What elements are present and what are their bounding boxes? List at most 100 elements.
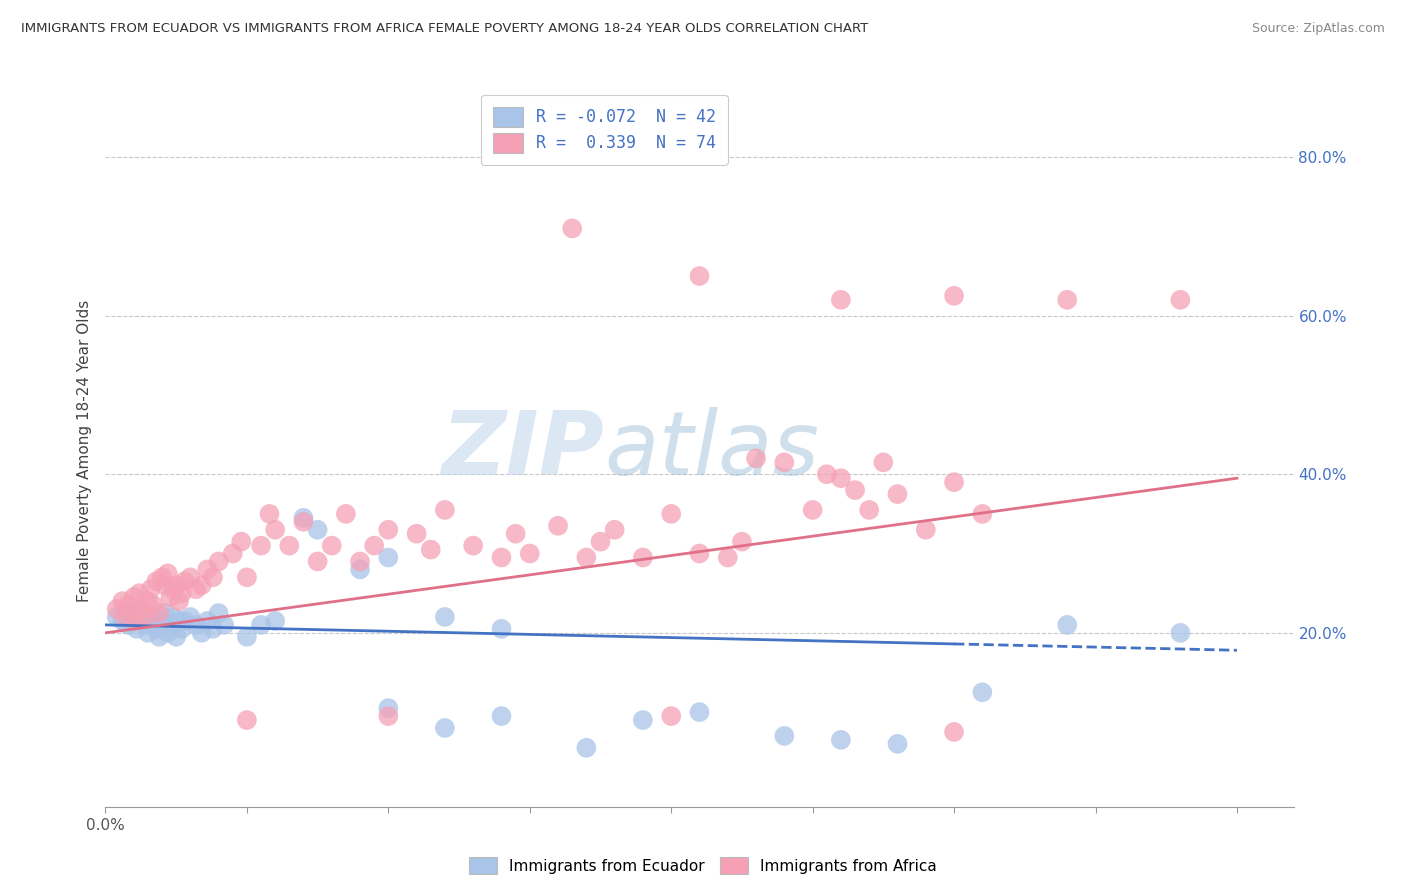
Point (405, 526, 427, 541)
Point (184, 582, 207, 597)
Point (943, 475, 966, 490)
Point (150, 570, 173, 584)
Point (142, 614, 165, 628)
Point (231, 534, 253, 549)
Point (207, 554, 229, 568)
Point (173, 574, 195, 589)
Point (886, 487, 908, 501)
Point (145, 622, 167, 636)
Point (491, 550, 513, 565)
Point (433, 503, 456, 517)
Point (689, 268, 711, 283)
Point (190, 578, 212, 592)
Point (773, 729, 796, 743)
Point (259, 507, 281, 521)
Point (134, 610, 156, 624)
Point (167, 614, 190, 628)
Point (321, 539, 343, 553)
Point (292, 515, 315, 529)
Point (201, 570, 224, 584)
Point (349, 554, 371, 568)
Point (377, 709, 399, 723)
Point (128, 586, 150, 600)
Point (631, 550, 654, 565)
Point (830, 732, 852, 747)
Point (433, 610, 456, 624)
Point (111, 614, 134, 628)
Point (250, 539, 273, 553)
Point (122, 614, 145, 628)
Point (190, 625, 212, 640)
Point (150, 614, 173, 628)
Point (128, 614, 150, 628)
Point (292, 511, 315, 525)
Text: ZIP: ZIP (441, 407, 605, 494)
Point (491, 709, 513, 723)
Point (801, 503, 824, 517)
Y-axis label: Female Poverty Among 18-24 Year Olds: Female Poverty Among 18-24 Year Olds (77, 300, 93, 601)
Point (547, 518, 569, 533)
Point (631, 713, 654, 727)
Point (105, 602, 128, 616)
Point (162, 610, 184, 624)
Point (1056, 293, 1078, 307)
Point (689, 705, 711, 719)
Point (139, 610, 162, 624)
Point (307, 523, 329, 537)
Point (165, 630, 187, 644)
Point (575, 550, 598, 565)
Point (830, 471, 852, 485)
Point (139, 582, 162, 597)
Point (830, 293, 852, 307)
Point (122, 590, 145, 604)
Point (114, 610, 136, 624)
Point (1056, 618, 1078, 632)
Point (349, 562, 371, 576)
Point (120, 606, 142, 620)
Point (377, 701, 399, 715)
Point (659, 507, 682, 521)
Point (222, 547, 245, 561)
Point (377, 550, 399, 565)
Point (773, 455, 796, 469)
Point (717, 550, 740, 565)
Text: IMMIGRANTS FROM ECUADOR VS IMMIGRANTS FROM AFRICA FEMALE POVERTY AMONG 18-24 YEA: IMMIGRANTS FROM ECUADOR VS IMMIGRANTS FR… (21, 22, 869, 36)
Point (195, 614, 218, 628)
Point (134, 618, 156, 632)
Point (148, 606, 170, 620)
Point (872, 455, 894, 469)
Text: Source: ZipAtlas.com: Source: ZipAtlas.com (1251, 22, 1385, 36)
Point (195, 562, 218, 576)
Point (1170, 625, 1192, 640)
Point (943, 725, 966, 739)
Point (136, 594, 159, 608)
Legend: R = -0.072  N = 42, R =  0.339  N = 74: R = -0.072 N = 42, R = 0.339 N = 74 (481, 95, 728, 165)
Point (307, 554, 329, 568)
Point (153, 606, 176, 620)
Text: atlas: atlas (605, 408, 820, 493)
Point (1170, 293, 1192, 307)
Point (105, 610, 128, 624)
Point (170, 622, 193, 636)
Point (236, 713, 259, 727)
Point (603, 523, 626, 537)
Point (117, 598, 139, 612)
Point (463, 539, 485, 553)
Point (914, 523, 936, 537)
Point (179, 610, 201, 624)
Point (167, 594, 190, 608)
Point (165, 578, 187, 592)
Point (125, 614, 148, 628)
Point (972, 507, 994, 521)
Point (972, 685, 994, 699)
Point (114, 606, 136, 620)
Point (170, 586, 193, 600)
Point (561, 221, 583, 235)
Point (731, 534, 754, 549)
Point (491, 622, 513, 636)
Point (419, 542, 441, 557)
Point (179, 570, 201, 584)
Point (886, 737, 908, 751)
Point (236, 630, 259, 644)
Point (159, 590, 181, 604)
